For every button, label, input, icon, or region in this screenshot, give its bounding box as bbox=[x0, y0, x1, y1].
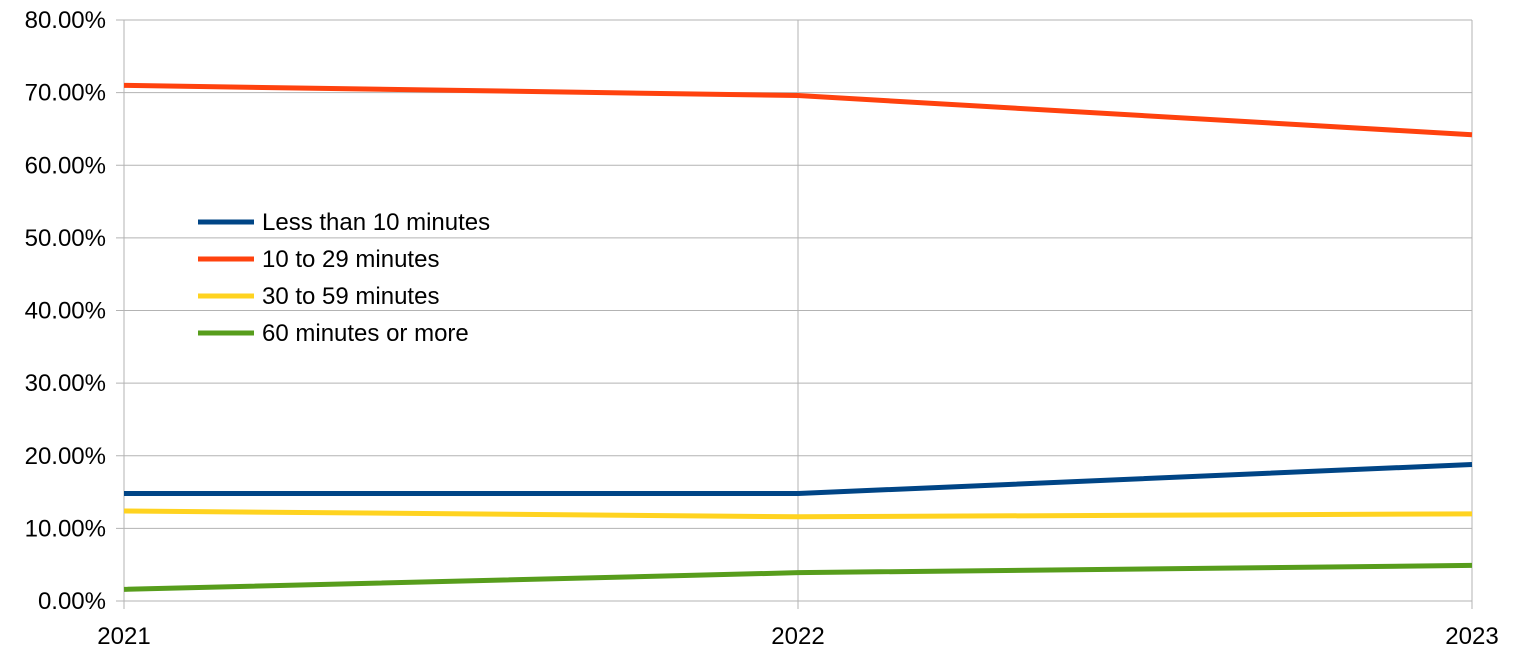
y-axis-tick-labels: 0.00% 10.00% 20.00% 30.00% 40.00% 50.00% 60.00… bbox=[25, 7, 106, 615]
series-line-4 bbox=[123, 562, 1473, 592]
legend-label: 60 minutes or more bbox=[262, 320, 469, 347]
y-tick-label: 30.00% bbox=[25, 370, 106, 397]
y-tick-label: 0.00% bbox=[38, 588, 106, 615]
y-tick-label: 60.00% bbox=[25, 152, 106, 179]
y-tick-label: 50.00% bbox=[25, 225, 106, 252]
x-tick-label: 2022 bbox=[771, 623, 824, 650]
series-line-2 bbox=[123, 82, 1473, 138]
series-line-3 bbox=[123, 508, 1473, 520]
y-tick-label: 10.00% bbox=[25, 515, 106, 542]
legend-label: Less than 10 minutes bbox=[262, 209, 490, 236]
y-tick-label: 40.00% bbox=[25, 298, 106, 325]
grid-lines bbox=[123, 19, 1473, 602]
x-tick-label: 2023 bbox=[1445, 623, 1498, 650]
legend-label: 30 to 59 minutes bbox=[262, 283, 439, 310]
x-axis-tick-labels: 2021 2022 2023 bbox=[97, 623, 1498, 650]
y-tick-label: 20.00% bbox=[25, 443, 106, 470]
y-tick-label: 80.00% bbox=[25, 7, 106, 34]
series-line-1 bbox=[124, 461, 1473, 497]
legend-label: 10 to 29 minutes bbox=[262, 246, 439, 273]
y-tick-label: 70.00% bbox=[25, 80, 106, 107]
series-lines bbox=[123, 82, 1473, 592]
x-tick-label: 2021 bbox=[97, 623, 150, 650]
axes bbox=[116, 19, 1473, 609]
legend: Less than 10 minutes 10 to 29 minutes 30 t… bbox=[198, 209, 490, 347]
